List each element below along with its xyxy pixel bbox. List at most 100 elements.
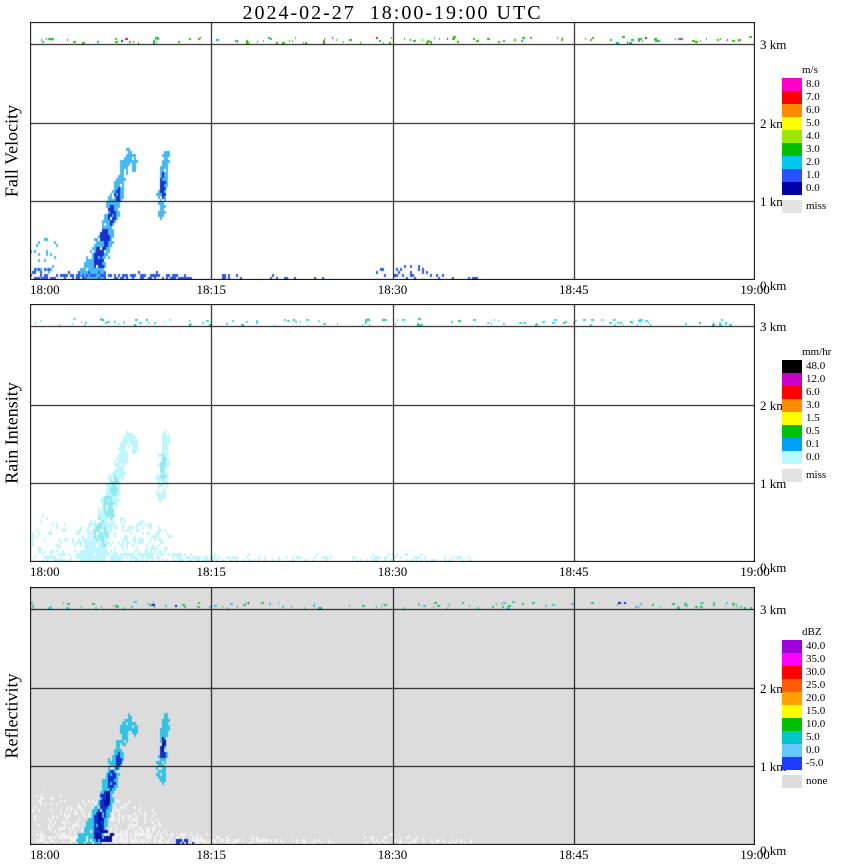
colorbar-fall-velocity: m/s 8.0 7.0 6.0 5.0 4.0 3.0 2.0 1.0 0.0 miss bbox=[782, 64, 850, 213]
colorbar-entry: 7.0 bbox=[782, 91, 850, 104]
colorbar-entry: 15.0 bbox=[782, 705, 850, 718]
colorbar-entry: 30.0 bbox=[782, 666, 850, 679]
panel-rain-intensity: Rain Intensity 18:00 18:15 18:30 18:45 19:00… bbox=[2, 304, 786, 579]
colorbar-entry: 0.0 bbox=[782, 744, 850, 757]
colorbar-missing-label: none bbox=[806, 775, 828, 787]
colorbar-entry: 0.0 bbox=[782, 182, 850, 195]
x-tick-label: 18:15 bbox=[196, 564, 227, 579]
x-tick-label: 18:00 bbox=[30, 564, 60, 579]
colorbar-value-label: 8.0 bbox=[806, 78, 820, 90]
colorbar-value-label: 1.5 bbox=[806, 412, 820, 424]
colorbar-swatch bbox=[782, 744, 802, 757]
colorbar-entry: 3.0 bbox=[782, 399, 850, 412]
y-axis-label-reflectivity: Reflectivity bbox=[1, 673, 22, 759]
colorbar-swatch bbox=[782, 692, 802, 705]
fall-velocity-heatmap-canvas bbox=[30, 22, 755, 280]
colorbar-entry: 0.5 bbox=[782, 425, 850, 438]
colorbar-swatch bbox=[782, 182, 802, 195]
colorbar-swatch bbox=[782, 91, 802, 104]
x-tick-label: 18:45 bbox=[558, 282, 589, 297]
x-axis-ticks-fall-velocity: 18:00 18:15 18:30 18:45 19:00 bbox=[30, 280, 770, 297]
colorbar-missing-swatch bbox=[782, 469, 802, 482]
colorbar-missing-swatch bbox=[782, 775, 802, 788]
colorbar-swatch bbox=[782, 169, 802, 182]
colorbar-value-label: 30.0 bbox=[806, 666, 826, 678]
y-axis-label-rain-intensity: Rain Intensity bbox=[1, 382, 22, 484]
colorbar-entry: 10.0 bbox=[782, 718, 850, 731]
x-tick-label: 18:00 bbox=[30, 847, 60, 862]
colorbar-unit-label: m/s bbox=[802, 64, 818, 76]
colorbar-swatch bbox=[782, 130, 802, 143]
colorbar-entry: 20.0 bbox=[782, 692, 850, 705]
y-tick-label: 3 km bbox=[760, 319, 787, 335]
colorbar-entry: 6.0 bbox=[782, 104, 850, 117]
colorbar-value-label: 48.0 bbox=[806, 360, 826, 372]
colorbar-swatch bbox=[782, 438, 802, 451]
colorbar-swatch bbox=[782, 78, 802, 91]
colorbar-value-label: 0.0 bbox=[806, 744, 820, 756]
colorbar-entry: 35.0 bbox=[782, 653, 850, 666]
colorbar-value-label: 5.0 bbox=[806, 731, 820, 743]
x-tick-label: 18:00 bbox=[30, 282, 60, 297]
colorbar-entry: 40.0 bbox=[782, 640, 850, 653]
colorbar-missing-label: miss bbox=[806, 469, 827, 481]
x-tick-label: 18:45 bbox=[558, 564, 589, 579]
colorbar-entry: 8.0 bbox=[782, 78, 850, 91]
x-tick-label: 18:30 bbox=[377, 564, 408, 579]
colorbar-value-label: 6.0 bbox=[806, 104, 820, 116]
colorbar-swatch bbox=[782, 143, 802, 156]
colorbar-unit-label: mm/hr bbox=[802, 346, 832, 358]
colorbar-value-label: 0.5 bbox=[806, 425, 820, 437]
colorbar-entry: 1.0 bbox=[782, 169, 850, 182]
colorbar-swatch bbox=[782, 399, 802, 412]
x-tick-label: 19:00 bbox=[740, 282, 770, 297]
colorbar-entry: 3.0 bbox=[782, 143, 850, 156]
colorbar-missing-label: miss bbox=[806, 200, 827, 212]
colorbar-swatch bbox=[782, 757, 802, 770]
colorbar-entry: 5.0 bbox=[782, 731, 850, 744]
colorbar-value-label: 7.0 bbox=[806, 91, 820, 103]
colorbar-swatch bbox=[782, 412, 802, 425]
colorbar-swatch bbox=[782, 373, 802, 386]
x-tick-label: 18:45 bbox=[558, 847, 589, 862]
colorbar-value-label: 0.0 bbox=[806, 451, 820, 463]
x-axis-ticks-reflectivity: 18:00 18:15 18:30 18:45 19:00 bbox=[30, 845, 770, 862]
colorbar-missing-swatch bbox=[782, 200, 802, 213]
colorbar-swatch bbox=[782, 679, 802, 692]
colorbar-value-label: 3.0 bbox=[806, 143, 820, 155]
colorbar-swatch bbox=[782, 718, 802, 731]
reflectivity-heatmap-canvas bbox=[30, 587, 755, 845]
colorbar-value-label: 12.0 bbox=[806, 373, 826, 385]
colorbar-value-label: 0.1 bbox=[806, 438, 820, 450]
colorbar-entry: 5.0 bbox=[782, 117, 850, 130]
colorbar-value-label: 6.0 bbox=[806, 386, 820, 398]
x-axis-ticks-rain-intensity: 18:00 18:15 18:30 18:45 19:00 bbox=[30, 562, 770, 579]
colorbar-swatch bbox=[782, 360, 802, 373]
colorbar-reflectivity: dBZ 40.0 35.0 30.0 25.0 20.0 15.0 10.0 5.0 0.0 -5.… bbox=[782, 626, 850, 788]
colorbar-entry: 0.1 bbox=[782, 438, 850, 451]
colorbar-swatch bbox=[782, 386, 802, 399]
x-tick-label: 18:30 bbox=[377, 847, 408, 862]
colorbar-value-label: 3.0 bbox=[806, 399, 820, 411]
x-tick-label: 18:30 bbox=[377, 282, 408, 297]
colorbar-swatch bbox=[782, 156, 802, 169]
y-tick-label: 3 km bbox=[760, 37, 787, 53]
colorbar-entry: 0.0 bbox=[782, 451, 850, 464]
colorbar-value-label: 0.0 bbox=[806, 182, 820, 194]
colorbar-value-label: 4.0 bbox=[806, 130, 820, 142]
colorbar-swatch bbox=[782, 640, 802, 653]
colorbar-unit-label: dBZ bbox=[802, 626, 822, 638]
colorbar-value-label: 35.0 bbox=[806, 653, 826, 665]
x-tick-label: 19:00 bbox=[740, 847, 770, 862]
colorbar-swatch bbox=[782, 731, 802, 744]
colorbar-entry: 48.0 bbox=[782, 360, 850, 373]
colorbar-swatch bbox=[782, 117, 802, 130]
colorbar-entry: 1.5 bbox=[782, 412, 850, 425]
rain-intensity-heatmap-canvas bbox=[30, 304, 755, 562]
colorbar-value-label: 2.0 bbox=[806, 156, 820, 168]
colorbar-entry: 25.0 bbox=[782, 679, 850, 692]
colorbar-swatch bbox=[782, 451, 802, 464]
colorbar-value-label: 40.0 bbox=[806, 640, 826, 652]
colorbar-entry: 2.0 bbox=[782, 156, 850, 169]
